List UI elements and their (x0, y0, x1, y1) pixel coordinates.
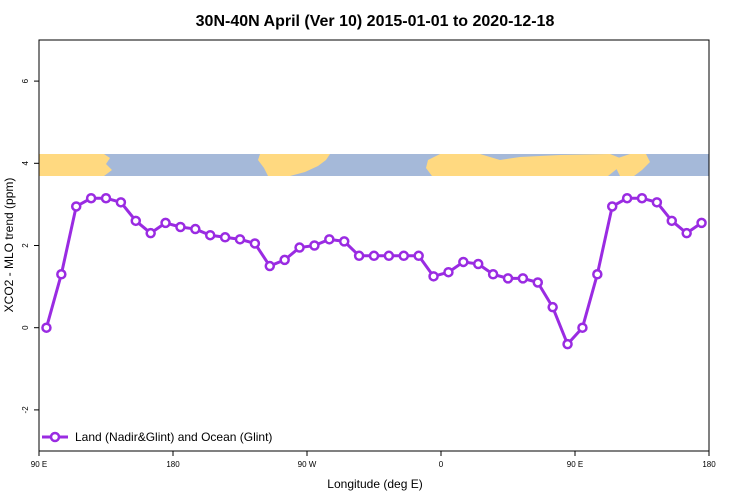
data-point (666, 215, 678, 227)
x-tick-label: 0 (439, 460, 444, 469)
series-line (44, 196, 703, 346)
y-axis-label: XCO2 - MLO trend (ppm) (2, 178, 16, 313)
y-tick-label: 4 (21, 161, 30, 166)
data-point (130, 215, 142, 227)
series-layer (41, 192, 707, 350)
data-point (651, 197, 663, 208)
x-axis-label: Longitude (deg E) (327, 477, 422, 491)
data-point (487, 269, 499, 280)
data-point (696, 217, 707, 229)
data-point (502, 273, 514, 284)
plot-border (38, 39, 710, 452)
land-region-americas (258, 154, 330, 176)
x-tick-label: 180 (702, 460, 716, 469)
data-point (621, 192, 633, 204)
data-point (190, 223, 201, 235)
land-region-asia-east (616, 154, 650, 176)
data-point (428, 271, 439, 282)
data-point (294, 242, 305, 253)
data-point (458, 256, 469, 268)
data-point (413, 250, 424, 262)
data-point (636, 192, 648, 204)
data-point (115, 197, 127, 208)
data-point (234, 234, 246, 245)
data-point (398, 250, 410, 262)
data-point (368, 250, 380, 262)
data-point (592, 269, 603, 280)
data-point (472, 258, 484, 270)
x-tick-label: 90 E (31, 460, 47, 469)
x-tick-label: 180 (166, 460, 180, 469)
data-point (204, 229, 216, 241)
y-tick-label: -2 (21, 406, 30, 414)
y-axis: -2 0 2 4 6 (21, 78, 39, 413)
data-point (606, 201, 618, 212)
data-point (517, 273, 529, 284)
data-point (160, 217, 171, 229)
data-point (562, 338, 573, 350)
y-tick-label: 6 (21, 78, 30, 83)
data-point (383, 250, 395, 262)
data-point (100, 192, 112, 204)
data-point (338, 236, 350, 247)
data-point (41, 322, 52, 333)
data-point (219, 232, 231, 243)
data-point (324, 234, 335, 245)
data-point (145, 227, 156, 239)
legend-entry-label: Land (Nadir&Glint) and Ocean (Glint) (75, 430, 272, 444)
data-point (56, 269, 67, 280)
data-point (681, 227, 692, 239)
plot-frame (38, 39, 710, 452)
data-point (547, 301, 558, 313)
data-point (532, 277, 544, 288)
land-ocean-strip (39, 154, 709, 176)
data-point (264, 260, 276, 272)
data-point (279, 254, 290, 266)
legend-marker-swatch (49, 431, 61, 443)
land-region-africa-asia (426, 154, 625, 176)
y-tick-label: 2 (21, 243, 30, 248)
data-point (249, 238, 261, 249)
legend: Land (Nadir&Glint) and Ocean (Glint) (42, 430, 272, 444)
x-tick-label: 90 W (298, 460, 317, 469)
chart-title: 30N-40N April (Ver 10) 2015-01-01 to 202… (196, 13, 555, 30)
land-region-asia-west (39, 154, 112, 176)
data-point (443, 266, 454, 278)
x-axis: 90 E 180 90 W 0 90 E 180 (31, 451, 716, 469)
data-point (175, 221, 186, 233)
data-point (353, 250, 365, 262)
data-point (577, 322, 588, 333)
data-point (309, 240, 320, 251)
x-tick-label: 90 E (567, 460, 583, 469)
data-point (70, 201, 82, 212)
y-tick-label: 0 (21, 325, 30, 330)
data-point (85, 192, 97, 204)
